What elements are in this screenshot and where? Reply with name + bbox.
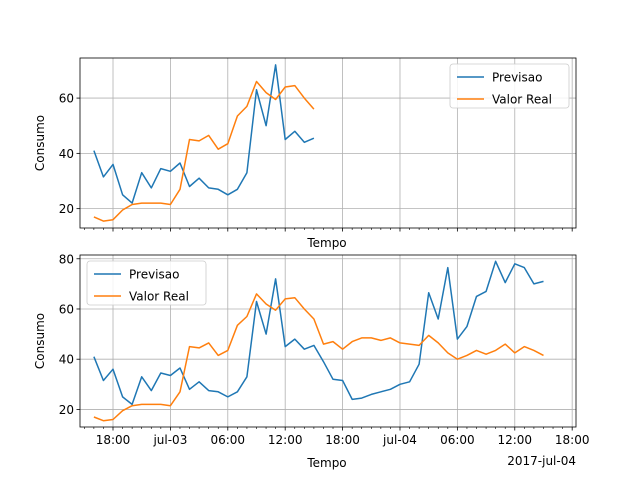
legend-label: Valor Real: [129, 290, 189, 304]
legend-label: Previsao: [492, 71, 542, 85]
x-offset-label: 2017-jul-04: [507, 454, 576, 468]
y-tick-label: 40: [59, 353, 74, 367]
series-line-previsao: [93, 260, 544, 406]
x-tick-label: jul-03: [152, 433, 187, 447]
y-axis-label: Consumo: [33, 115, 47, 171]
series-line-valor-real: [93, 80, 315, 222]
legend-box: [449, 63, 570, 109]
x-axis-label: Tempo: [306, 456, 346, 470]
y-tick-label: 20: [59, 202, 74, 216]
x-tick-label: 06:00: [210, 433, 245, 447]
y-tick-label: 60: [59, 302, 74, 316]
x-axis-ticks: [84, 228, 573, 232]
series-line-valor-real: [93, 293, 544, 422]
x-axis-label: Tempo: [306, 236, 346, 250]
y-axis-ticks: 20 40 60 80: [59, 252, 80, 417]
series-line-previsao: [93, 64, 315, 204]
x-tick-label: jul-04: [382, 433, 417, 447]
grid-lines: [80, 255, 576, 427]
y-tick-label: 20: [59, 403, 74, 417]
legend-label: Valor Real: [492, 93, 552, 107]
top-chart-panel: 20 40 60 Tempo Consumo Previsao Valor Real: [33, 57, 577, 250]
x-tick-label: 12:00: [268, 433, 303, 447]
plot-frame: [79, 57, 577, 229]
bottom-chart-panel: 18:00 jul-03 06:00 12:00 18:00 jul-04 06:00 12:…: [33, 252, 589, 470]
legend: Previsao Valor Real: [449, 63, 570, 109]
x-tick-label: 18:00: [96, 433, 131, 447]
x-tick-label: 12:00: [497, 433, 532, 447]
legend-label: Previsao: [129, 268, 179, 282]
y-tick-label: 80: [59, 252, 74, 266]
legend: Previsao Valor Real: [86, 260, 207, 306]
y-axis-label: Consumo: [33, 313, 47, 369]
y-tick-label: 60: [59, 92, 74, 106]
x-tick-label: 18:00: [325, 433, 360, 447]
x-axis-ticks: 18:00 jul-03 06:00 12:00 18:00 jul-04 06:00 12:…: [84, 427, 589, 468]
legend-box: [86, 260, 207, 306]
y-axis-ticks: 20 40 60: [59, 92, 80, 216]
plot-frame: [79, 254, 577, 428]
x-tick-label: 06:00: [440, 433, 475, 447]
y-tick-label: 40: [59, 147, 74, 161]
x-tick-label: 18:00: [555, 433, 590, 447]
